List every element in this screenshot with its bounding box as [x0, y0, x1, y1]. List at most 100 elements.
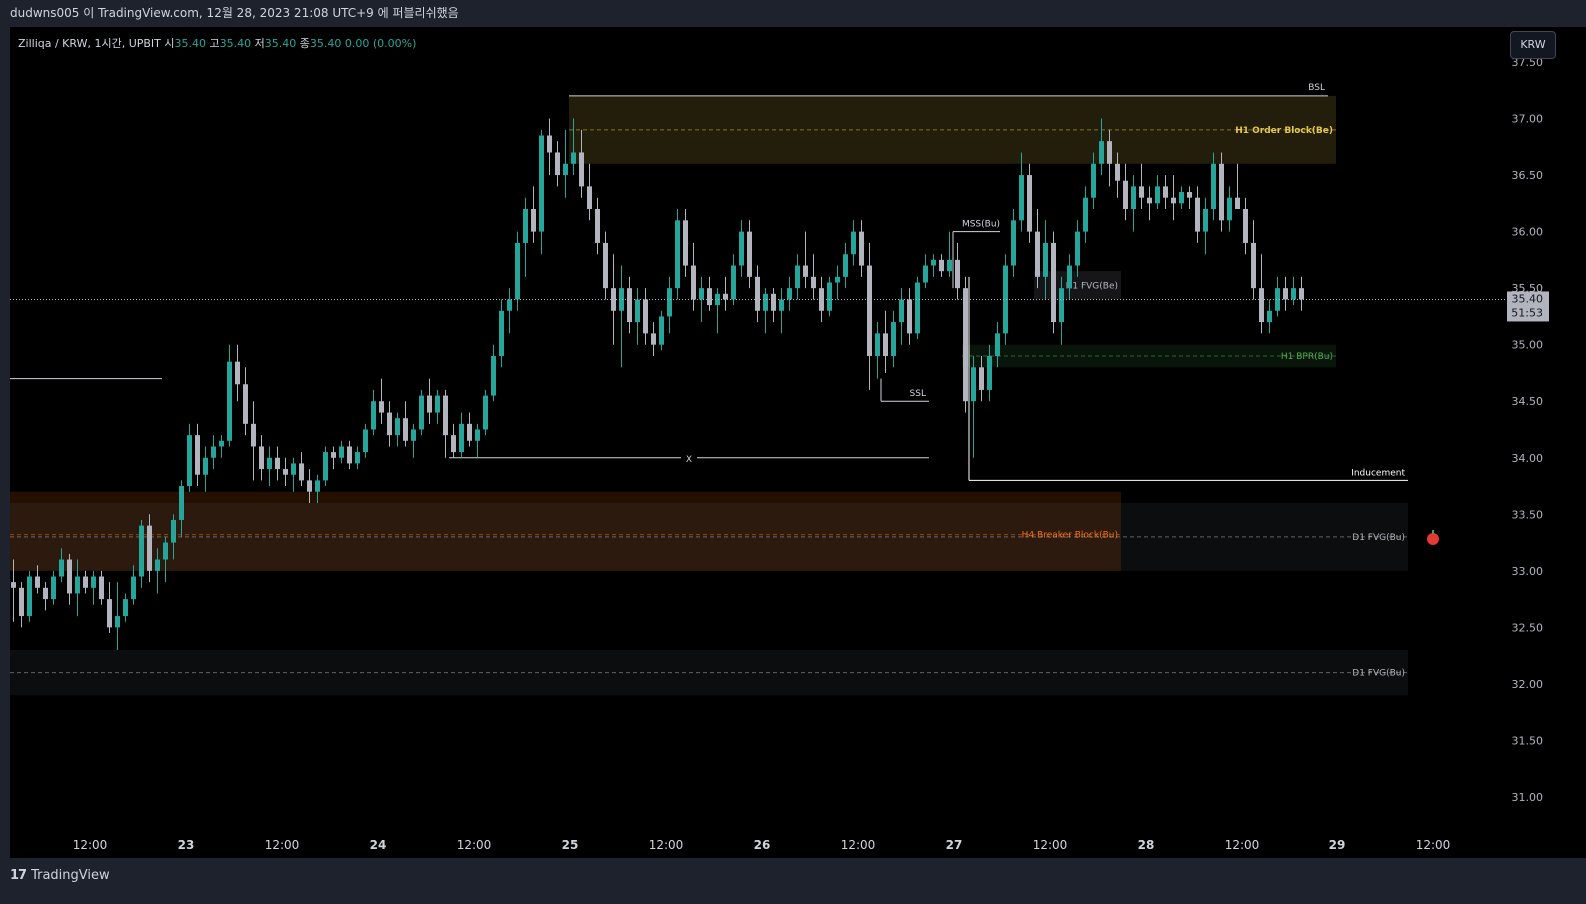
candle: [643, 288, 648, 345]
candle: [843, 242, 848, 289]
candle: [739, 220, 744, 277]
candle: [819, 276, 824, 323]
currency-button[interactable]: KRW: [1510, 31, 1556, 59]
candle-body: [827, 282, 832, 311]
candle: [915, 276, 920, 340]
candle: [283, 457, 288, 487]
candle: [491, 344, 496, 402]
candle-body: [387, 412, 392, 436]
candle-body: [251, 423, 256, 447]
candle: [379, 378, 384, 424]
chart-area[interactable]: [10, 27, 1586, 858]
candle-body: [547, 135, 552, 153]
candle-body: [707, 288, 712, 306]
candle-body: [99, 576, 104, 600]
candle: [1019, 152, 1024, 232]
candle: [1195, 186, 1200, 243]
candle-body: [419, 395, 424, 430]
candle-body: [1131, 186, 1136, 209]
candle-body: [283, 469, 288, 475]
candle: [35, 565, 40, 594]
candle: [627, 276, 632, 334]
price-tick-label: 32.00: [1512, 678, 1544, 691]
symbol-name: Zilliqa / KRW, 1시간, UPBIT: [18, 37, 161, 50]
time-tick-label: 25: [562, 838, 579, 852]
candle: [467, 412, 472, 447]
candle: [891, 310, 896, 368]
tradingview-logo[interactable]: 17 TradingView: [10, 868, 110, 883]
candle-body: [435, 395, 440, 413]
candle: [867, 242, 872, 390]
price-tick-label: 31.00: [1512, 791, 1544, 804]
candle-body: [635, 299, 640, 323]
tradingview-brand: TradingView: [31, 868, 110, 883]
candle: [683, 209, 688, 277]
candle-body: [603, 242, 608, 289]
candle: [1067, 254, 1072, 300]
candle: [1283, 276, 1288, 311]
candle-body: [291, 463, 296, 475]
candle-body: [899, 299, 904, 323]
open-value: 35.40: [174, 37, 207, 50]
candle-body: [811, 276, 816, 289]
candle-body: [507, 299, 512, 311]
close-label: 종: [299, 37, 310, 50]
candle: [579, 129, 584, 198]
price-tick-label: 34.00: [1512, 452, 1544, 465]
candle: [1251, 220, 1256, 300]
candle-body: [523, 209, 528, 243]
time-tick-label: 12:00: [457, 838, 492, 852]
candle: [243, 367, 248, 436]
candle: [403, 401, 408, 447]
annotation-label: MSS(Bu): [962, 220, 1000, 230]
candle: [459, 412, 464, 458]
candle-body: [1091, 163, 1096, 198]
candle-body: [1107, 141, 1112, 164]
zones-layer: H1 Order Block(Be) H1 FVG(Be) H1 BPR(Bu) H4…: [10, 95, 1408, 696]
candle-body: [1075, 231, 1080, 266]
candle: [59, 548, 64, 583]
candle: [1099, 118, 1104, 176]
candle-body: [731, 265, 736, 300]
candle-body: [851, 231, 856, 255]
publish-header: dudwns005 이 TradingView.com, 12월 28, 202…: [0, 0, 1586, 27]
candle-body: [1147, 197, 1152, 204]
candle: [251, 401, 256, 481]
candle-body: [563, 163, 568, 176]
candle: [371, 389, 376, 436]
candle-body: [211, 446, 216, 458]
candle: [811, 254, 816, 300]
candle-body: [19, 587, 24, 617]
candle: [1091, 152, 1096, 209]
candle-body: [259, 446, 264, 470]
apple-icon[interactable]: [1427, 530, 1439, 545]
candle: [427, 378, 432, 424]
candle: [483, 389, 488, 436]
candle-body: [715, 293, 720, 306]
candle-body: [763, 293, 768, 311]
price-tick-label: 37.50: [1512, 56, 1544, 69]
time-axis[interactable]: 12:00 23 12:00 24 12:00 25 12:00 26 12:00 27 12:00…: [73, 838, 1451, 852]
candle-body: [907, 299, 912, 334]
price-axis[interactable]: 37.5037.0036.5036.0035.5035.0034.5034.00…: [1512, 56, 1544, 804]
candle-body: [747, 231, 752, 277]
candle: [1235, 163, 1240, 209]
candle-body: [75, 576, 80, 594]
time-tick-label: 29: [1329, 838, 1346, 852]
candle-body: [115, 616, 120, 628]
candle-body: [323, 452, 328, 481]
time-tick-label: 23: [178, 838, 195, 852]
candle-body: [739, 231, 744, 266]
candle: [1035, 209, 1040, 289]
candle: [507, 288, 512, 334]
zone-label: H1 Order Block(Be): [1235, 126, 1333, 136]
zone-label: H1 FVG(Be): [1066, 281, 1118, 291]
low-label: 저: [254, 37, 265, 50]
symbol-legend: Zilliqa / KRW, 1시간, UPBIT 시35.40 고35.40 …: [18, 35, 416, 51]
annotation-label: BSL: [1308, 83, 1325, 93]
candle: [235, 344, 240, 402]
candle-body: [483, 395, 488, 430]
candle-body: [923, 265, 928, 283]
candle: [1163, 175, 1168, 209]
